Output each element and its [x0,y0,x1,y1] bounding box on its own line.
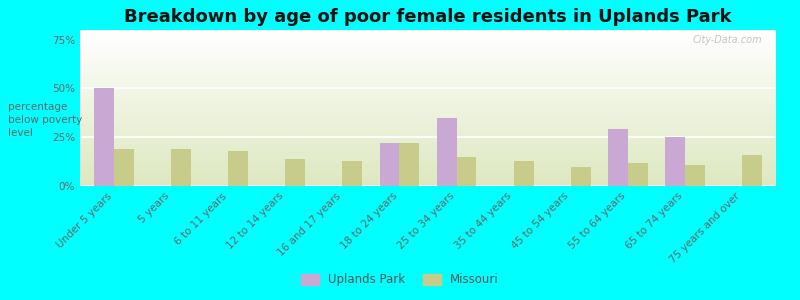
Text: percentage
below poverty
level: percentage below poverty level [8,102,82,138]
Bar [228,151,248,186]
Title: Breakdown by age of poor female residents in Uplands Park: Breakdown by age of poor female resident… [124,8,732,26]
Bar [628,163,648,186]
Legend: Uplands Park, Missouri: Uplands Park, Missouri [296,269,504,291]
Bar [742,155,762,186]
Bar [399,143,419,186]
Bar [437,118,457,186]
Bar [286,159,306,186]
Bar [514,161,534,186]
Bar [94,88,114,186]
Bar [171,149,191,186]
Bar [114,149,134,186]
Text: City-Data.com: City-Data.com [693,35,762,45]
Bar [685,164,705,186]
Bar [379,143,399,186]
Bar [457,157,477,186]
Bar [608,129,628,186]
Bar [665,137,685,186]
Bar [570,167,590,186]
Bar [342,161,362,186]
